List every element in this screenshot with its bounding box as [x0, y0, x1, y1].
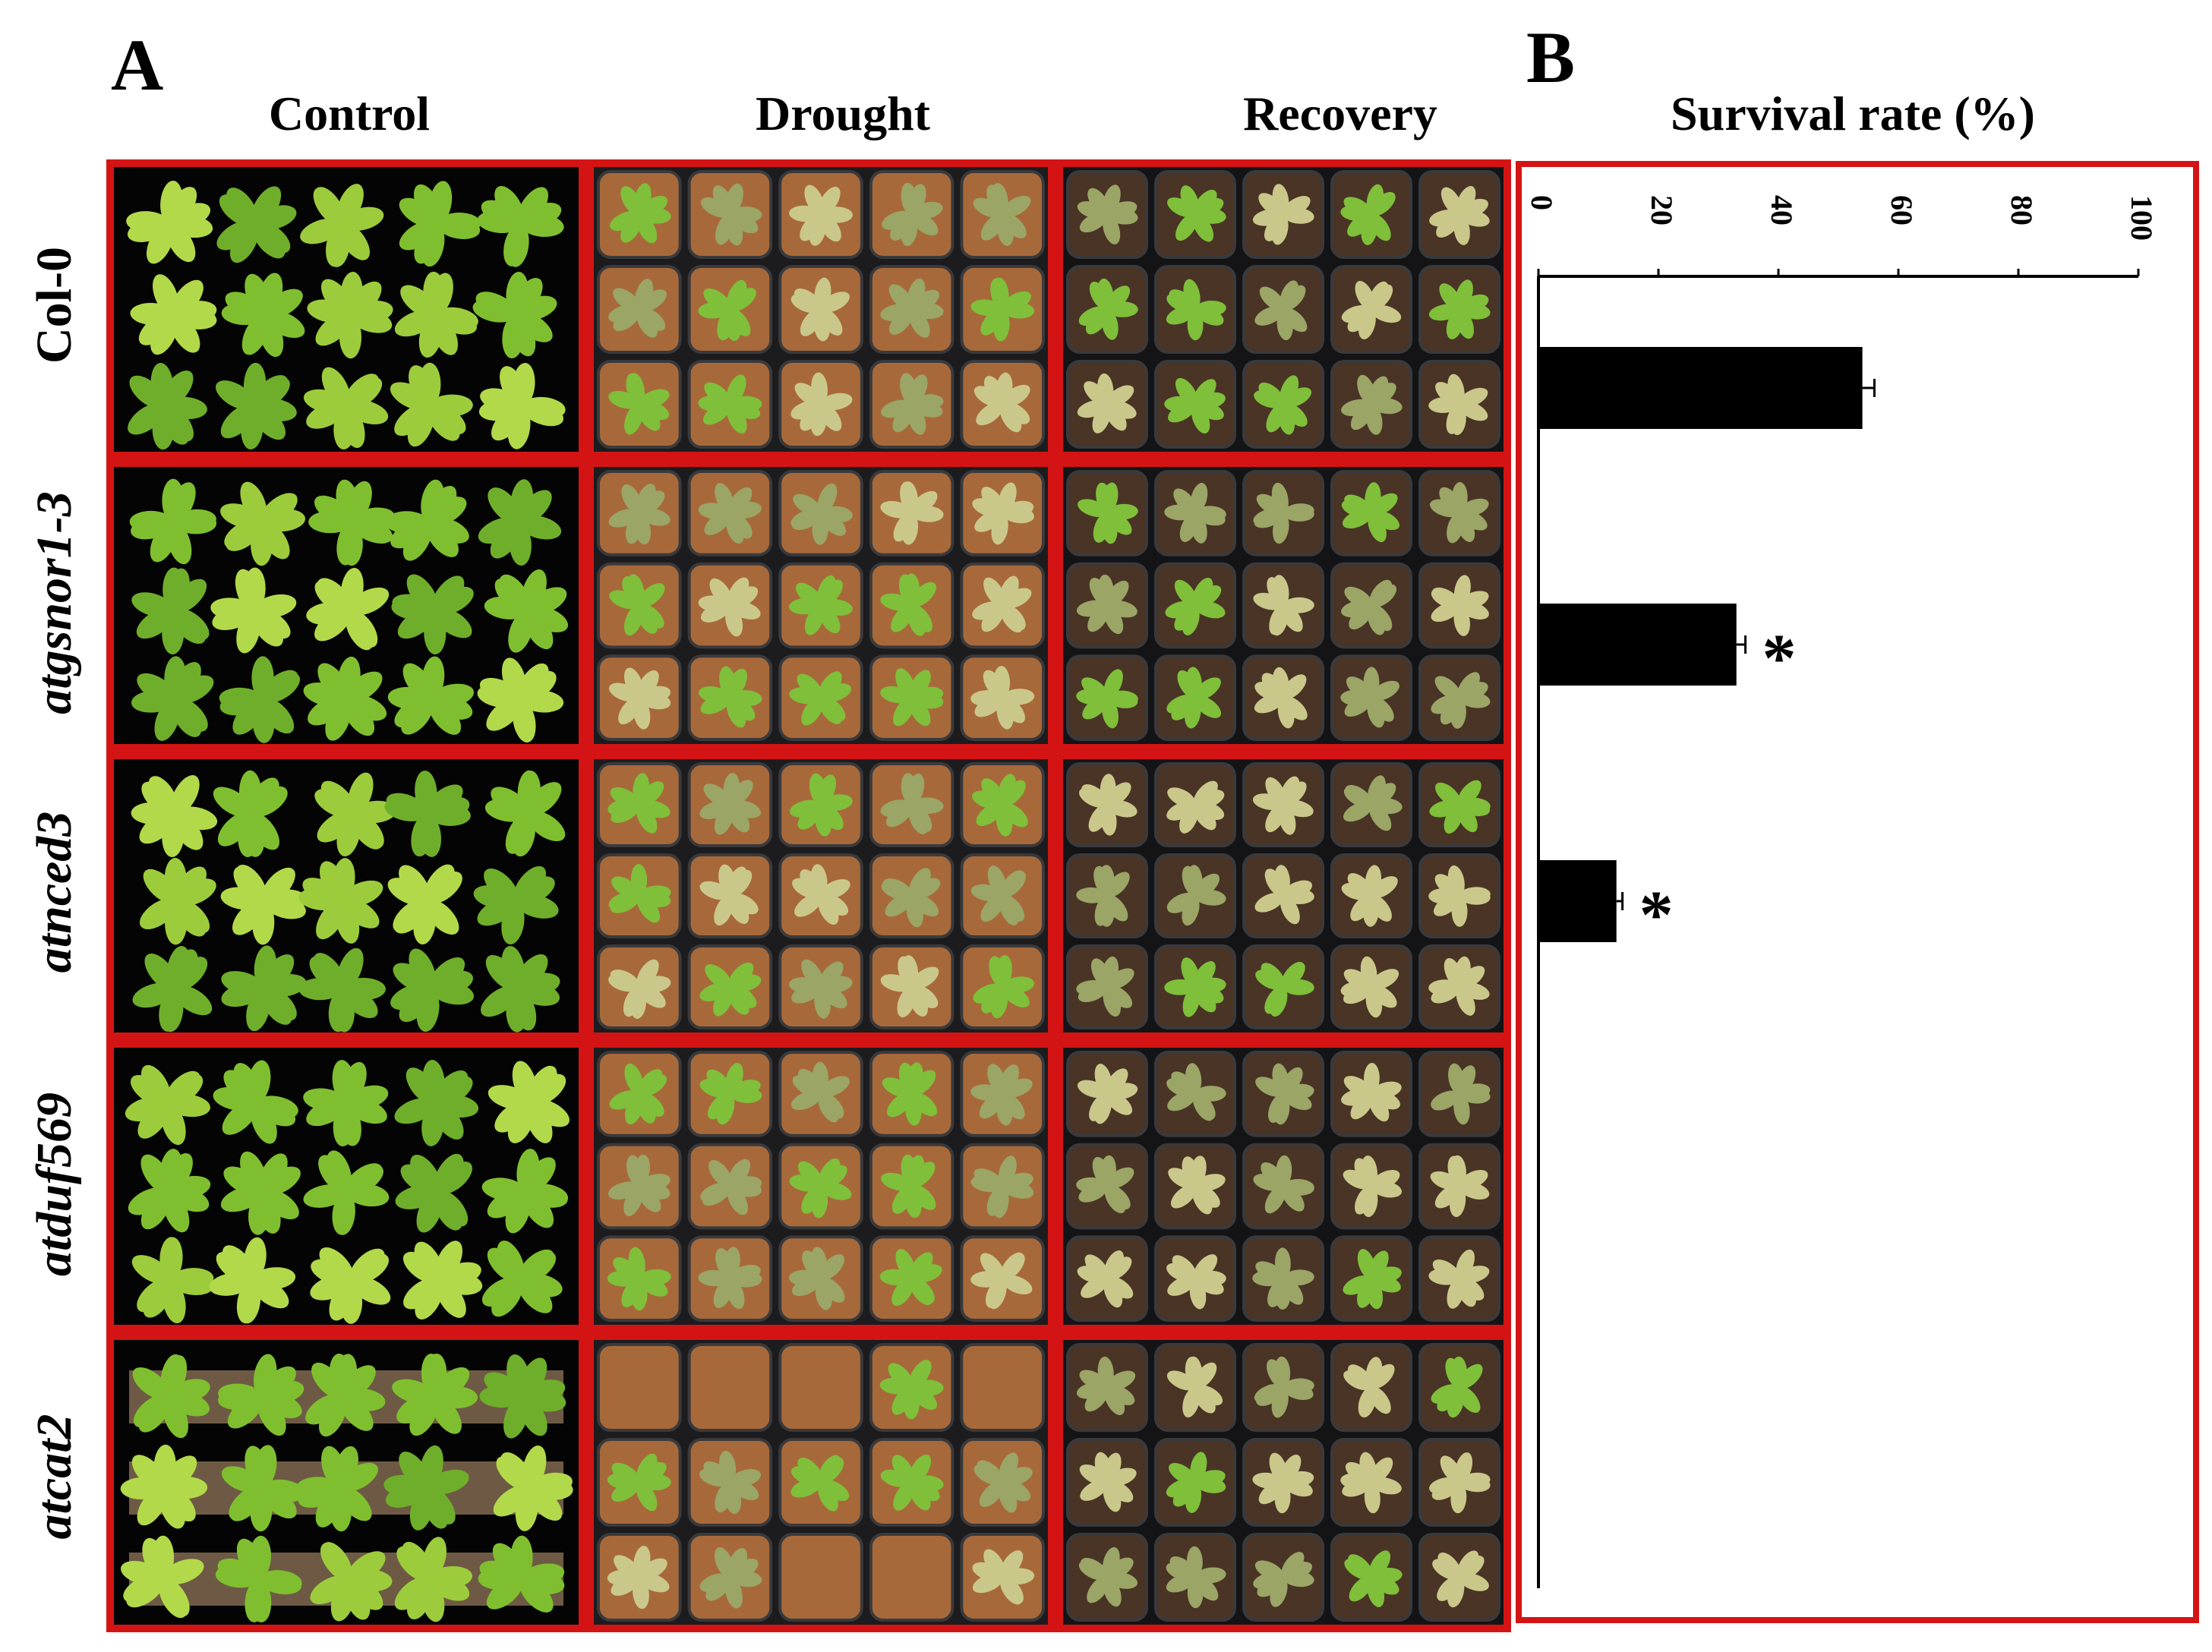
photo-recovery-atgsnor1-3: [1056, 459, 1511, 752]
column-header-control: Control: [268, 87, 431, 140]
photo-drought-atgsnor1-3: [586, 459, 1056, 752]
panel-a-letter: A: [111, 24, 164, 106]
photo-drought-col-0: [586, 159, 1056, 459]
photo-control-atgsnor1-3: [106, 459, 586, 752]
bar: [1538, 347, 1863, 429]
bar: [1538, 860, 1617, 942]
chart-title: Survival rate (%): [1671, 87, 2035, 140]
column-header-recovery: Recovery: [1243, 87, 1437, 140]
panel-b-letter: B: [1526, 17, 1576, 98]
significance-marker: *: [1639, 878, 1674, 953]
x-tick-label: 60: [1885, 195, 1919, 225]
x-tick-label: 20: [1645, 195, 1679, 225]
photo-recovery-atnced3: [1056, 752, 1511, 1040]
x-tick-label: 40: [1765, 195, 1799, 225]
row-label-atduf569: atduf569: [27, 1092, 82, 1277]
row-label-atcat2: atcat2: [27, 1414, 82, 1540]
photo-drought-atduf569: [586, 1040, 1056, 1332]
photo-recovery-col-0: [1056, 159, 1511, 459]
photo-control-atcat2: [106, 1332, 586, 1632]
x-tick-label: 0: [1525, 195, 1559, 210]
row-label-atnced3: atnced3: [27, 811, 82, 973]
column-header-drought: Drought: [756, 87, 930, 140]
row-label-col-0: Col-0: [27, 247, 82, 364]
photo-control-atduf569: [106, 1040, 586, 1332]
x-tick-label: 100: [2125, 195, 2159, 241]
photo-drought-atnced3: [586, 752, 1056, 1040]
row-label-atgsnor1-3: atgsnor1-3: [27, 491, 82, 714]
survival-rate-chart: 0 20 40 60 80 100 * *: [1525, 195, 2159, 1588]
significance-marker: *: [1762, 621, 1797, 696]
x-tick-label: 80: [2005, 195, 2039, 225]
photo-control-col-0: [106, 159, 586, 459]
photo-control-atnced3: [106, 752, 586, 1040]
photo-recovery-atduf569: [1056, 1040, 1511, 1332]
photo-drought-atcat2: [586, 1332, 1056, 1632]
photo-grid: [106, 159, 1511, 1632]
bar: [1538, 604, 1737, 686]
photo-recovery-atcat2: [1056, 1332, 1511, 1632]
